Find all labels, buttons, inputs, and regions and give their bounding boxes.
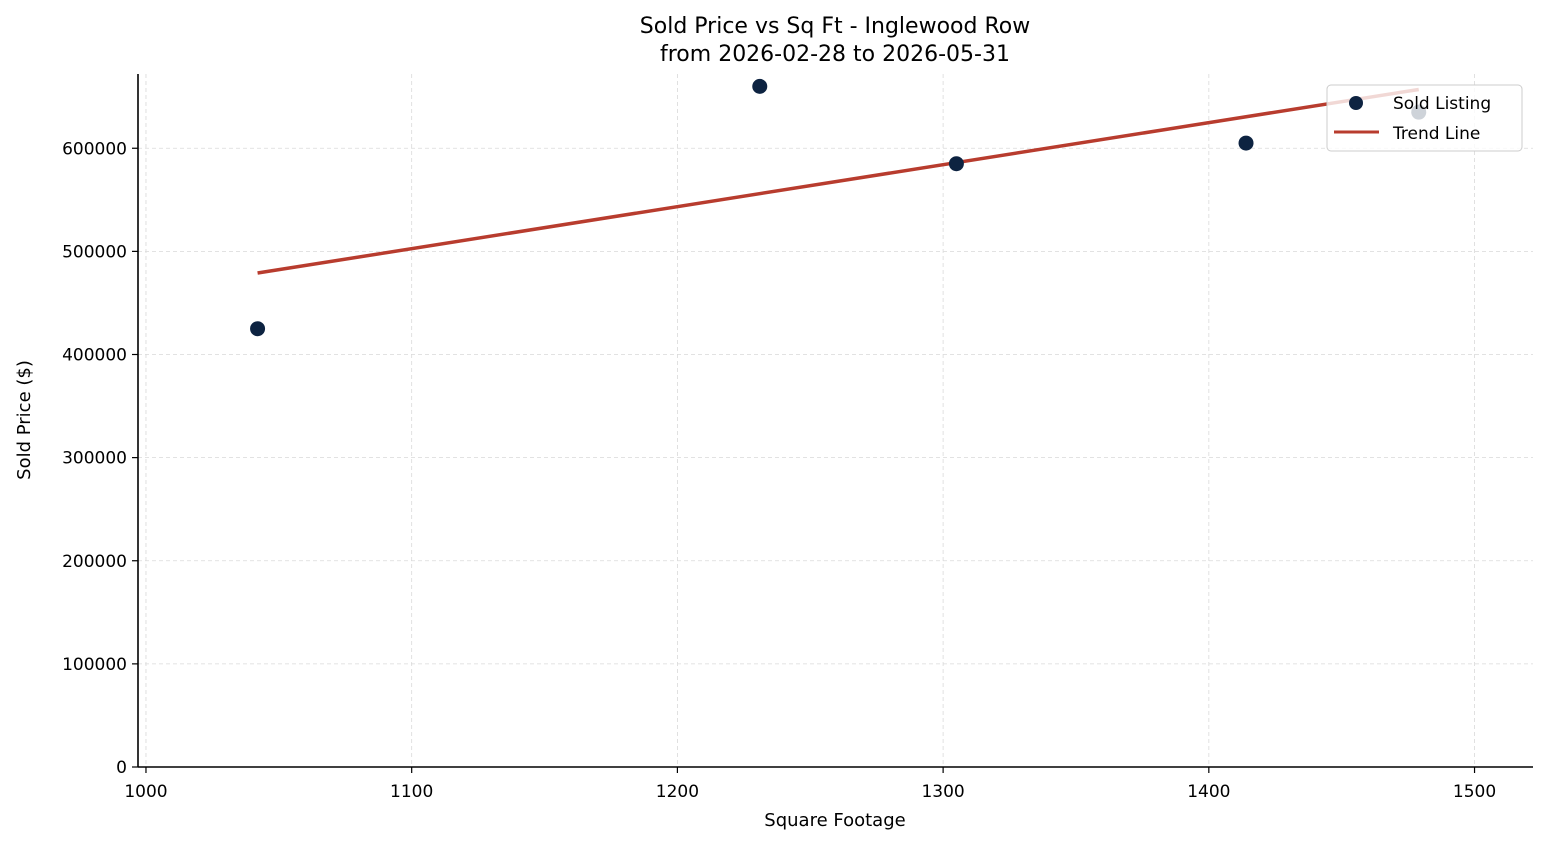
y-axis-label: Sold Price ($): [14, 360, 35, 480]
legend-label-sold-listing: Sold Listing: [1393, 94, 1491, 114]
x-tick-label: 1200: [656, 782, 699, 802]
legend-box: [1326, 84, 1523, 152]
chart-title: Sold Price vs Sq Ft - Inglewood Row: [640, 14, 1030, 39]
sold-listing-point: [948, 156, 964, 172]
y-tick-label: 200000: [62, 552, 127, 572]
x-tick-label: 1100: [390, 782, 433, 802]
legend: Sold Listing Trend Line: [1326, 84, 1523, 152]
y-tick-label: 0: [116, 758, 127, 778]
x-tick-label: 1400: [1187, 782, 1230, 802]
chart-subtitle: from 2026-02-28 to 2026-05-31: [660, 42, 1010, 67]
x-axis-label: Square Footage: [764, 810, 905, 831]
x-tick-label: 1000: [124, 782, 167, 802]
y-ticks: 0 100000 200000 300000 400000 500000 600000: [62, 139, 138, 778]
x-ticks: 1000 1100 1200 1300 1400 1500: [124, 767, 1496, 802]
legend-marker-sold-listing: [1349, 96, 1363, 110]
plot-area: [250, 78, 1427, 337]
trend-line: [257, 87, 1420, 275]
x-tick-label: 1300: [921, 782, 964, 802]
sold-listing-point: [1238, 135, 1254, 151]
y-tick-label: 600000: [62, 139, 127, 159]
axes: [137, 74, 1533, 768]
grid-lines: [138, 74, 1533, 767]
y-tick-label: 400000: [62, 346, 127, 366]
y-tick-label: 100000: [62, 655, 127, 675]
y-tick-label: 500000: [62, 242, 127, 262]
legend-label-trend-line: Trend Line: [1392, 124, 1480, 144]
x-tick-label: 1500: [1453, 782, 1496, 802]
sold-listing-point: [752, 78, 768, 94]
sold-listing-point: [250, 321, 266, 337]
y-tick-label: 300000: [62, 449, 127, 469]
